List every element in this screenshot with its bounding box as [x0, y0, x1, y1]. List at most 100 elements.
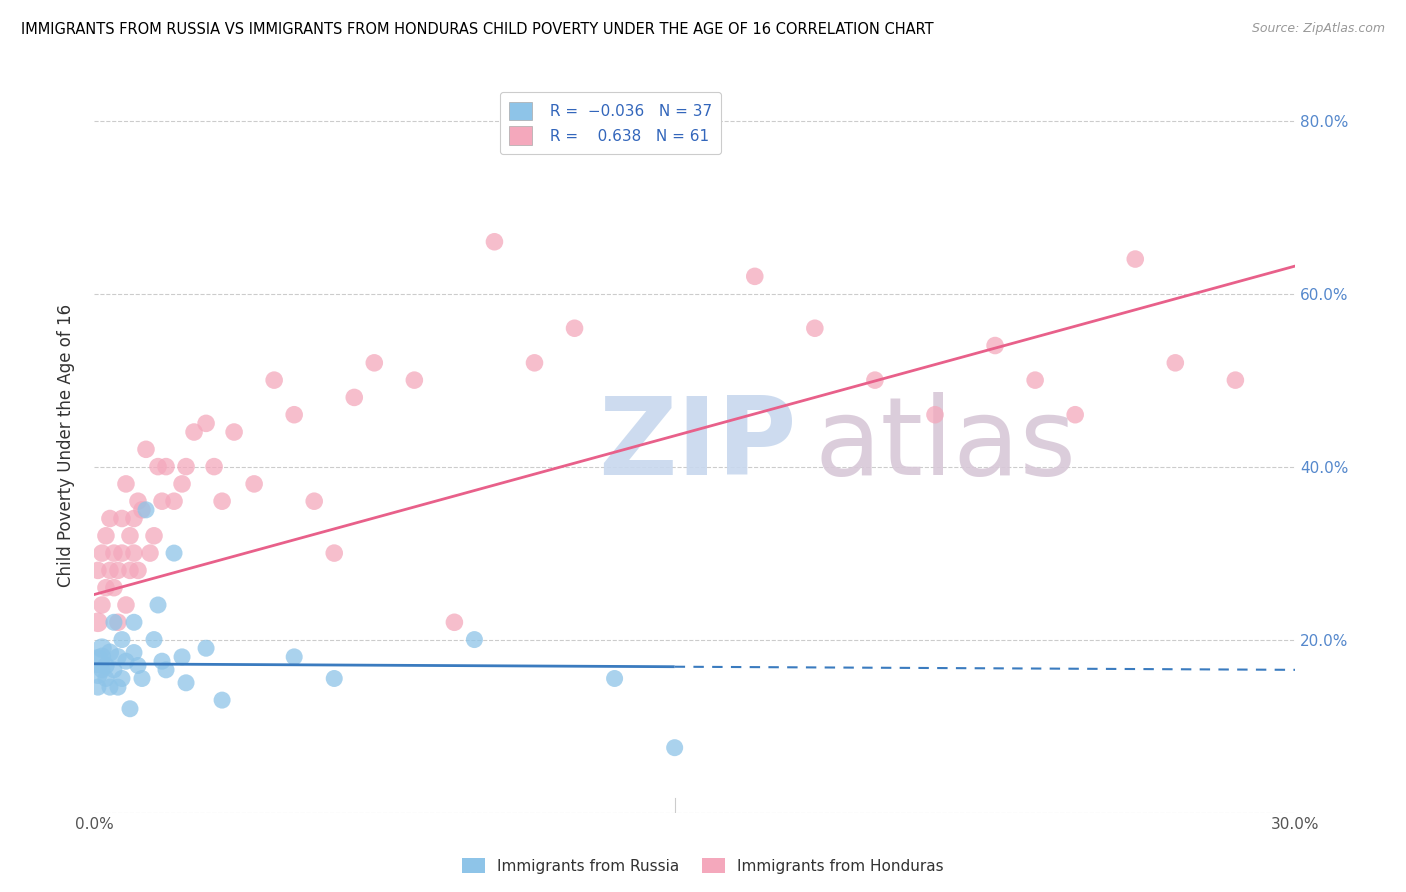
Point: [603, 672, 626, 686]
Point: [623, 131, 645, 145]
Point: [135, 442, 157, 457]
Point: [564, 321, 586, 335]
Point: [91, 546, 114, 560]
Point: [323, 546, 346, 560]
Point: [103, 615, 125, 630]
Point: [283, 408, 305, 422]
Point: [91, 663, 114, 677]
Point: [127, 494, 149, 508]
Point: [94, 658, 117, 673]
Point: [107, 615, 129, 630]
Point: [744, 269, 766, 284]
Text: atlas: atlas: [815, 392, 1077, 498]
Point: [170, 476, 193, 491]
Point: [103, 663, 125, 677]
Point: [118, 563, 141, 577]
Point: [131, 503, 153, 517]
Point: [115, 654, 138, 668]
Point: [146, 459, 169, 474]
Point: [98, 563, 121, 577]
Point: [103, 581, 125, 595]
Legend:  R =  −0.036   N = 37,  R =    0.638   N = 61: R = −0.036 N = 37, R = 0.638 N = 61: [501, 93, 721, 154]
Point: [87, 563, 110, 577]
Point: [163, 546, 186, 560]
Point: [98, 511, 121, 525]
Point: [443, 615, 465, 630]
Point: [302, 494, 325, 508]
Point: [139, 546, 162, 560]
Point: [202, 459, 225, 474]
Text: IMMIGRANTS FROM RUSSIA VS IMMIGRANTS FROM HONDURAS CHILD POVERTY UNDER THE AGE O: IMMIGRANTS FROM RUSSIA VS IMMIGRANTS FRO…: [21, 22, 934, 37]
Point: [163, 494, 186, 508]
Point: [143, 632, 166, 647]
Point: [155, 459, 177, 474]
Legend: Immigrants from Russia, Immigrants from Honduras: Immigrants from Russia, Immigrants from …: [456, 852, 950, 880]
Point: [87, 654, 110, 668]
Point: [115, 598, 138, 612]
Point: [170, 649, 193, 664]
Point: [94, 529, 117, 543]
Point: [404, 373, 426, 387]
Point: [122, 546, 145, 560]
Point: [1164, 356, 1187, 370]
Point: [122, 511, 145, 525]
Point: [343, 391, 366, 405]
Point: [150, 654, 173, 668]
Point: [263, 373, 285, 387]
Point: [183, 425, 205, 439]
Point: [1064, 408, 1087, 422]
Point: [484, 235, 506, 249]
Point: [924, 408, 946, 422]
Point: [118, 529, 141, 543]
Point: [111, 511, 134, 525]
Point: [984, 338, 1007, 352]
Point: [127, 563, 149, 577]
Point: [91, 598, 114, 612]
Point: [174, 675, 197, 690]
Point: [1024, 373, 1046, 387]
Point: [323, 672, 346, 686]
Point: [195, 641, 218, 656]
Point: [243, 476, 266, 491]
Text: Source: ZipAtlas.com: Source: ZipAtlas.com: [1251, 22, 1385, 36]
Point: [107, 649, 129, 664]
Point: [155, 663, 177, 677]
Point: [103, 546, 125, 560]
Point: [127, 658, 149, 673]
Point: [1225, 373, 1247, 387]
Point: [174, 459, 197, 474]
Point: [143, 529, 166, 543]
Point: [363, 356, 385, 370]
Point: [94, 581, 117, 595]
Point: [146, 598, 169, 612]
Point: [87, 667, 110, 681]
Point: [98, 680, 121, 694]
Point: [211, 494, 233, 508]
Point: [135, 503, 157, 517]
Point: [98, 646, 121, 660]
Y-axis label: Child Poverty Under the Age of 16: Child Poverty Under the Age of 16: [58, 303, 75, 587]
Point: [122, 615, 145, 630]
Text: ZIP: ZIP: [599, 392, 797, 498]
Point: [122, 646, 145, 660]
Point: [115, 476, 138, 491]
Point: [111, 546, 134, 560]
Point: [463, 632, 485, 647]
Point: [224, 425, 246, 439]
Point: [211, 693, 233, 707]
Point: [150, 494, 173, 508]
Point: [863, 373, 886, 387]
Point: [87, 615, 110, 630]
Point: [1123, 252, 1146, 266]
Point: [107, 680, 129, 694]
Point: [664, 740, 686, 755]
Point: [683, 131, 706, 145]
Point: [523, 356, 546, 370]
Point: [107, 563, 129, 577]
Point: [91, 649, 114, 664]
Point: [195, 417, 218, 431]
Point: [283, 649, 305, 664]
Point: [118, 702, 141, 716]
Point: [111, 672, 134, 686]
Point: [87, 680, 110, 694]
